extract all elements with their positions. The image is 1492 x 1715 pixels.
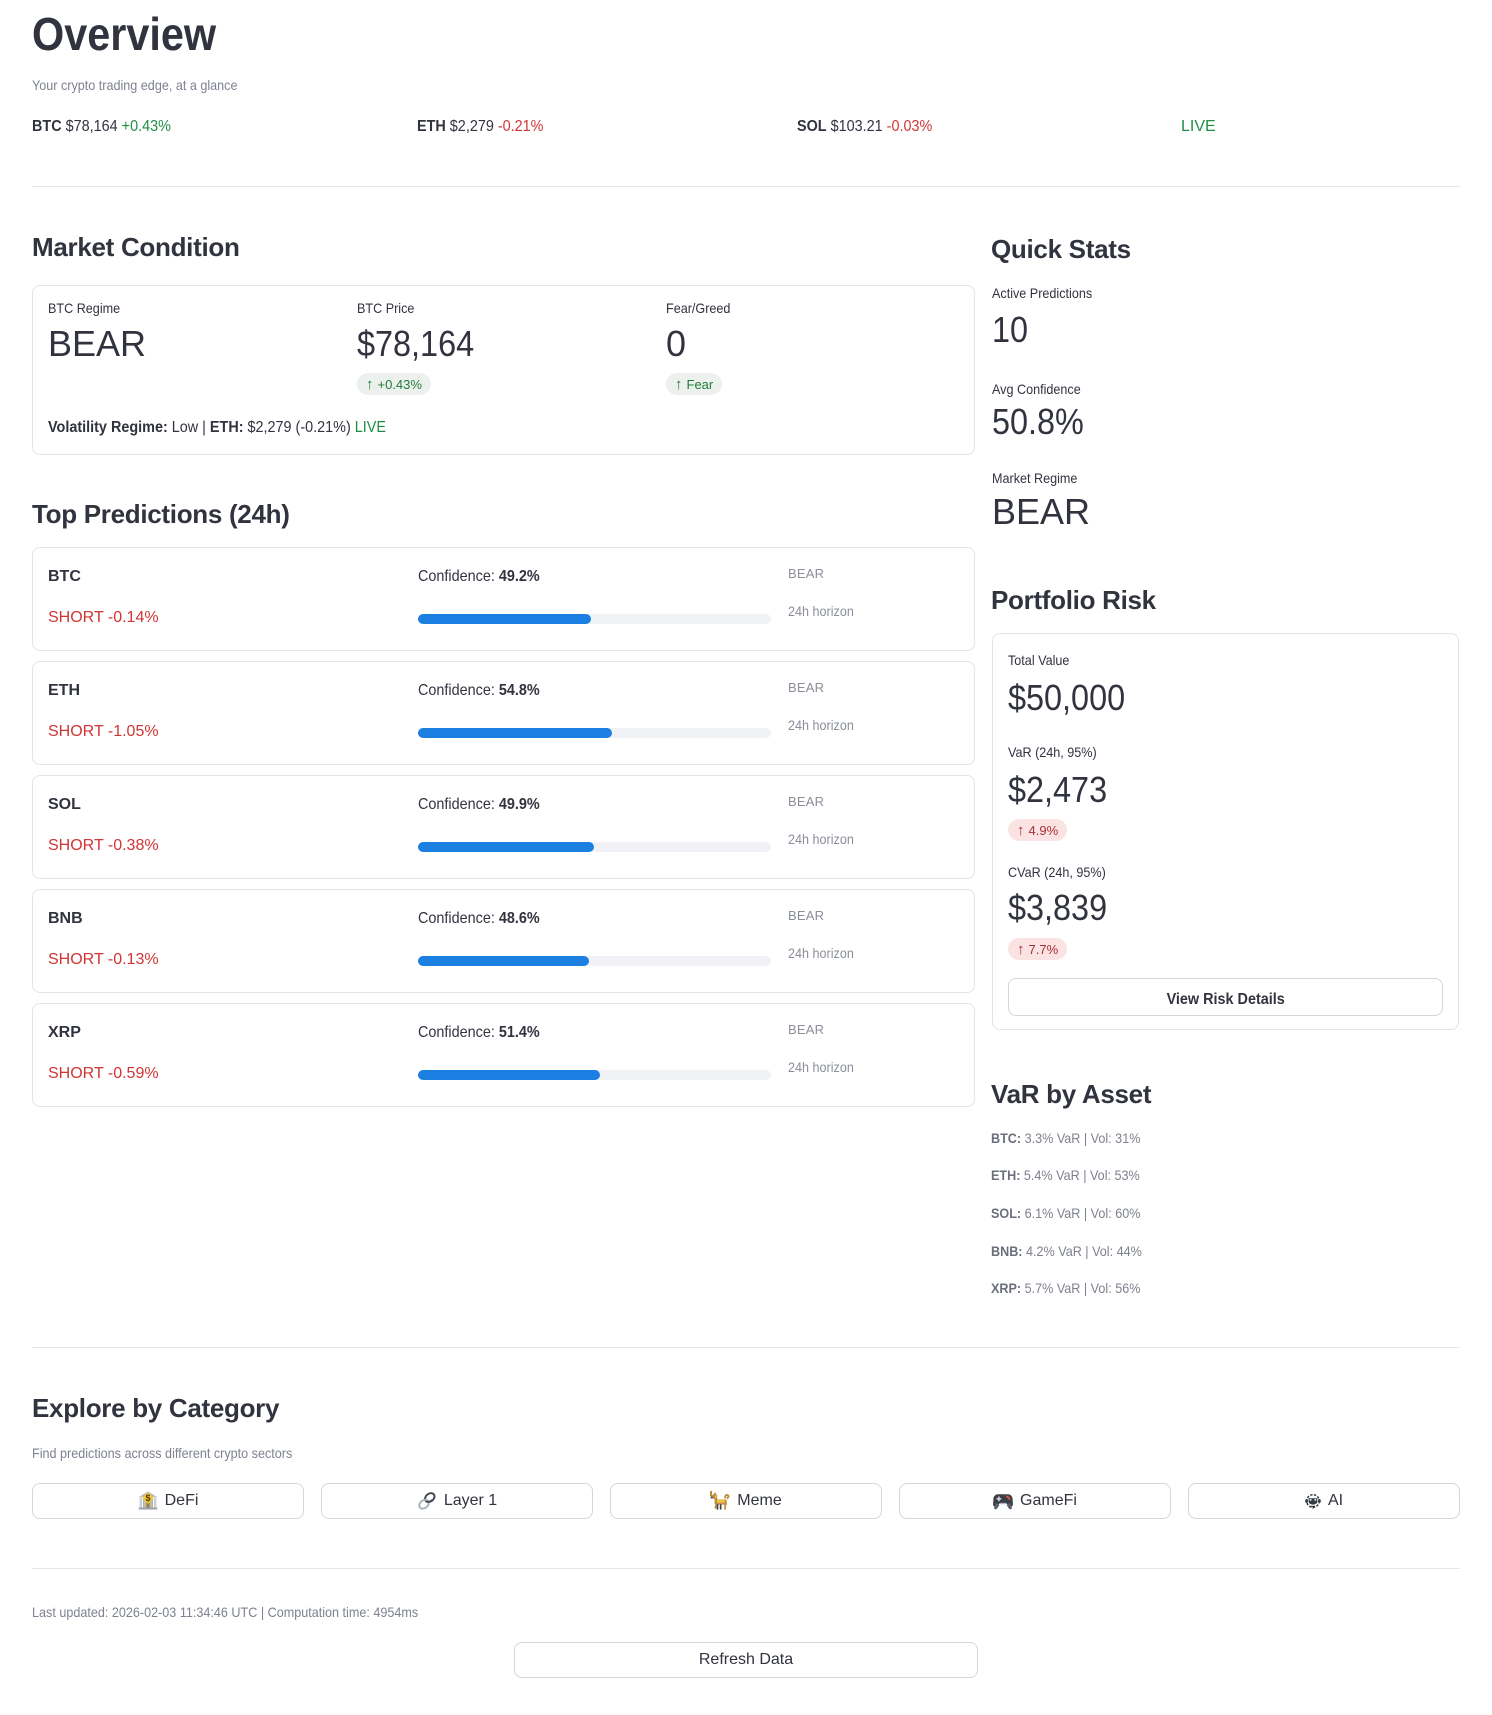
svg-text:$: $ — [145, 1493, 150, 1503]
